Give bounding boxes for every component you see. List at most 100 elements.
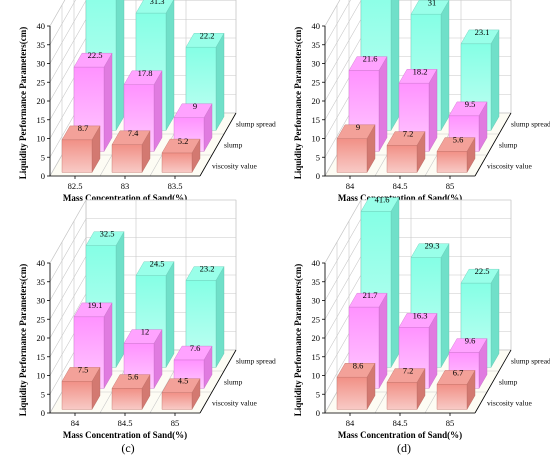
x-tick-label: 85 xyxy=(446,418,455,428)
x-tick-label: 85 xyxy=(171,418,180,428)
bar-top xyxy=(436,370,476,385)
data-label: 23.2 xyxy=(200,264,215,274)
data-label: 8.7 xyxy=(78,123,89,133)
bar-front xyxy=(436,151,468,173)
depth-tick-label: viscosity value xyxy=(212,399,257,408)
depth-axis-line xyxy=(474,112,512,177)
bar-top xyxy=(410,243,450,258)
bar-top xyxy=(398,313,438,328)
chart-panel-3: 0 5 10 15 20 25 30 35 40 84 84.5 85 slump spread slum… xyxy=(18,198,276,440)
data-label: 19.1 xyxy=(88,300,103,310)
z-tick-label: 15 xyxy=(37,352,46,362)
z-tick-label: 35 xyxy=(37,40,46,50)
bar-slump-spread-85 xyxy=(185,265,225,369)
depth-tick-label: slump xyxy=(224,378,243,387)
bar-front xyxy=(111,144,143,173)
data-label: 31 xyxy=(428,0,437,7)
bar-top xyxy=(135,261,175,276)
z-tick-label: 15 xyxy=(37,115,46,125)
chart-panel-4: 0 5 10 15 20 25 30 35 40 84 84.5 85 slump spread slum… xyxy=(293,195,550,441)
data-label: 22.5 xyxy=(475,266,490,276)
z-tick-label: 40 xyxy=(312,258,321,268)
z-tick-label: 25 xyxy=(37,314,46,324)
x-tick-label: 85 xyxy=(446,181,455,191)
bar-viscosity-value-85 xyxy=(436,369,476,411)
depth-tick-label: slump spread xyxy=(236,357,276,366)
x-tick-label: 84.5 xyxy=(393,418,408,428)
bar-side xyxy=(390,0,400,132)
depth-tick-label: viscosity value xyxy=(487,162,532,171)
panel-label: (c) xyxy=(121,441,134,455)
data-label: 7.2 xyxy=(403,366,414,376)
z-tick-label: 20 xyxy=(37,96,46,106)
data-label: 4.5 xyxy=(178,376,189,386)
bar-viscosity-value-82.5 xyxy=(61,125,101,174)
data-label: 5.6 xyxy=(128,372,139,382)
bar-top xyxy=(348,56,388,71)
data-label: 7.4 xyxy=(128,128,139,138)
bar-front xyxy=(161,152,193,173)
bar-side xyxy=(428,68,438,153)
y-axis-title: Liquidity Performance Parameters(cm) xyxy=(18,27,28,179)
z-tick-label: 0 xyxy=(41,171,45,181)
bar-side xyxy=(378,55,388,153)
x-tick-label: 84 xyxy=(346,418,355,428)
x-axis-title: Mass Concentration of Sand(%) xyxy=(338,430,462,440)
z-tick-label: 20 xyxy=(312,333,321,343)
bar-top xyxy=(360,197,400,212)
bar-viscosity-value-83.5 xyxy=(161,138,201,174)
bar-top xyxy=(348,293,388,308)
z-tick-label: 25 xyxy=(37,77,46,87)
x-tick-label: 84.5 xyxy=(118,418,133,428)
data-label: 9.6 xyxy=(465,336,476,346)
depth-tick-label: viscosity value xyxy=(212,162,257,171)
bar-front xyxy=(111,388,143,410)
bar-side xyxy=(215,32,225,132)
bar-viscosity-value-85 xyxy=(161,377,201,411)
bar-top xyxy=(73,53,113,68)
data-label: 17.8 xyxy=(138,68,153,78)
bar-top xyxy=(460,29,500,44)
bar-top xyxy=(185,33,225,48)
bar-top xyxy=(111,130,151,145)
depth-axis-line xyxy=(199,112,237,177)
z-tick-label: 0 xyxy=(316,171,320,181)
data-label: 7.2 xyxy=(403,129,414,139)
bar-top xyxy=(448,338,488,353)
bar-front xyxy=(61,381,93,410)
z-tick-label: 25 xyxy=(312,77,321,87)
bar-side xyxy=(103,52,113,153)
bar-top xyxy=(135,0,174,14)
bar-side xyxy=(115,230,125,369)
data-label: 5.2 xyxy=(178,136,189,146)
x-axis-title: Mass Concentration of Sand(%) xyxy=(63,430,187,440)
data-label: 21.6 xyxy=(363,54,378,64)
data-label: 23.1 xyxy=(475,27,490,37)
bar-side xyxy=(103,302,113,390)
z-tick-label: 10 xyxy=(312,371,321,381)
bar-viscosity-value-84.5 xyxy=(386,367,426,411)
data-label: 8.6 xyxy=(353,360,364,370)
bar-side xyxy=(378,292,388,390)
z-tick-label: 25 xyxy=(312,314,321,324)
z-tick-label: 10 xyxy=(37,371,46,381)
depth-tick-label: slump spread xyxy=(236,120,276,129)
depth-axis-line xyxy=(199,349,237,414)
bar-side xyxy=(440,0,450,132)
z-tick-label: 30 xyxy=(312,296,321,306)
z-tick-label: 5 xyxy=(41,152,45,162)
y-axis-title: Liquidity Performance Parameters(cm) xyxy=(293,27,303,179)
bar-top xyxy=(123,70,163,85)
bar-front xyxy=(386,382,418,410)
z-tick-label: 0 xyxy=(41,408,45,418)
data-label: 24.5 xyxy=(150,259,165,269)
bar-top xyxy=(161,378,201,393)
data-label: 5.6 xyxy=(453,135,464,145)
bar-top xyxy=(185,266,225,281)
depth-tick-label: slump spread xyxy=(511,120,550,129)
depth-tick-label: slump xyxy=(499,141,518,150)
bar-top xyxy=(460,269,500,284)
z-tick-label: 30 xyxy=(37,59,46,69)
bar-front xyxy=(336,138,368,173)
